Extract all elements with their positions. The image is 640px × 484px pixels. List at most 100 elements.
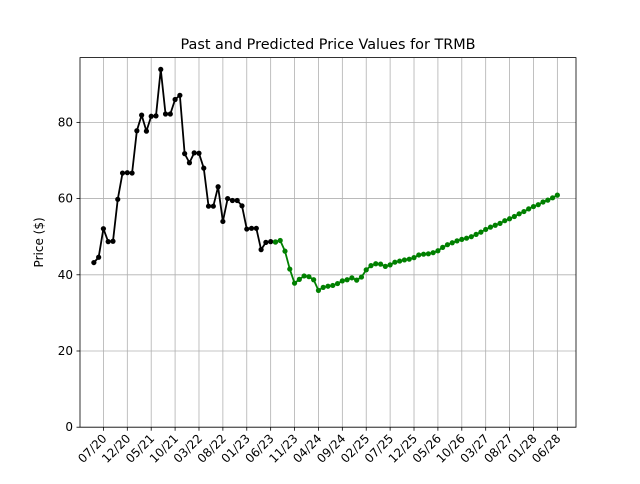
data-point: [397, 258, 403, 264]
data-point: [545, 197, 551, 203]
data-point: [172, 96, 178, 103]
data-point: [291, 280, 298, 286]
data-point: [416, 252, 422, 258]
data-point: [167, 111, 173, 117]
data-point: [411, 255, 417, 261]
data-point: [473, 231, 479, 237]
data-point: [420, 251, 427, 257]
data-point: [162, 111, 169, 117]
data-point: [115, 196, 121, 202]
data-point: [119, 170, 126, 176]
data-point: [287, 266, 293, 272]
data-point: [463, 235, 470, 241]
y-tick-label: 40: [58, 268, 73, 282]
data-point: [459, 236, 465, 242]
data-point: [253, 225, 259, 231]
data-point: [282, 248, 288, 254]
data-point: [148, 113, 154, 119]
series-layer: [91, 66, 560, 294]
data-point: [502, 218, 508, 224]
y-axis-label: Price ($): [32, 217, 46, 267]
data-point: [124, 170, 130, 176]
data-point: [521, 208, 527, 215]
data-point: [349, 275, 355, 281]
data-point: [220, 218, 226, 225]
data-point: [526, 206, 532, 212]
data-point: [330, 282, 336, 289]
data-point: [392, 259, 398, 265]
data-point: [134, 128, 140, 134]
data-point: [478, 229, 484, 235]
data-point: [272, 239, 279, 245]
data-point: [186, 160, 193, 166]
data-point: [377, 261, 384, 267]
data-point: [105, 239, 111, 245]
data-point: [205, 203, 212, 209]
data-point: [425, 251, 431, 257]
data-point: [549, 195, 556, 201]
data-point: [96, 254, 102, 260]
data-point: [454, 238, 460, 244]
y-tick-label: 20: [58, 344, 73, 358]
data-point: [387, 262, 393, 268]
data-point: [406, 256, 412, 262]
data-point: [210, 203, 216, 209]
chart-title: Past and Predicted Price Values for TRMB: [180, 37, 475, 53]
data-point: [435, 248, 441, 254]
data-point: [554, 192, 560, 198]
data-point: [248, 225, 255, 231]
data-point: [535, 202, 541, 208]
data-point: [268, 239, 274, 245]
data-point: [215, 184, 221, 190]
data-point: [263, 239, 269, 245]
data-point: [440, 244, 446, 250]
data-point: [444, 242, 451, 248]
data-point: [354, 277, 360, 283]
data-point: [344, 277, 350, 283]
data-point: [401, 257, 408, 263]
y-tick-label: 0: [65, 420, 73, 434]
data-point: [506, 216, 513, 222]
data-point: [483, 226, 489, 233]
data-point: [487, 224, 494, 230]
data-point: [158, 66, 164, 73]
data-point: [234, 197, 240, 204]
data-point: [311, 277, 317, 283]
data-point: [110, 238, 116, 244]
data-point: [363, 267, 369, 273]
data-point: [143, 128, 150, 134]
data-point: [177, 92, 183, 98]
data-point: [277, 237, 283, 244]
plot-frame: [79, 57, 577, 428]
data-point: [540, 199, 546, 205]
data-point: [334, 280, 341, 287]
data-point: [258, 247, 264, 253]
data-point: [530, 203, 537, 210]
data-point: [368, 263, 374, 269]
y-tick-label: 60: [58, 192, 73, 206]
data-point: [225, 195, 231, 202]
data-point: [239, 203, 245, 209]
data-point: [516, 211, 522, 217]
data-point: [301, 273, 307, 279]
data-point: [91, 259, 97, 266]
data-point: [196, 150, 202, 156]
data-point: [468, 234, 474, 240]
data-point: [129, 170, 135, 176]
data-point: [430, 250, 436, 256]
data-point: [315, 287, 322, 294]
data-point: [229, 197, 236, 204]
data-point: [201, 165, 207, 171]
y-tick-label: 80: [58, 115, 73, 129]
data-point: [325, 283, 331, 289]
data-point: [511, 213, 517, 220]
data-point: [492, 222, 498, 228]
data-point: [182, 151, 188, 157]
data-point: [497, 220, 503, 226]
data-point: [382, 263, 388, 269]
data-point: [244, 226, 250, 232]
data-point: [306, 274, 312, 280]
